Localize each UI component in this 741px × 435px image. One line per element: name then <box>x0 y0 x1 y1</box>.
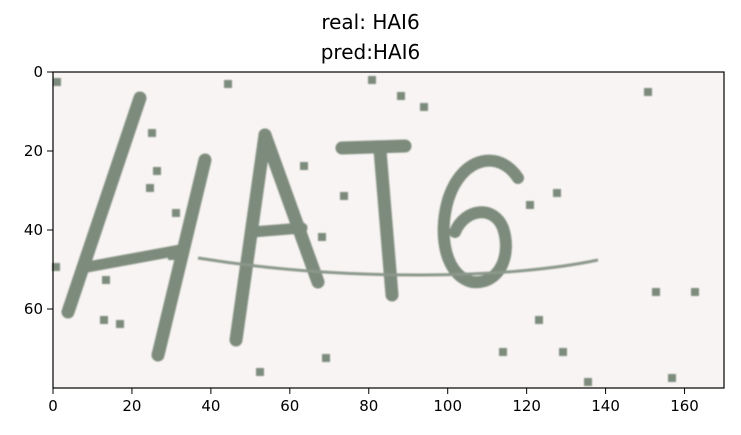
noise-dot <box>368 76 376 84</box>
x-tick-label: 0 <box>48 397 58 415</box>
captcha-noise-dots <box>52 76 699 386</box>
x-tick-label: 60 <box>280 397 299 415</box>
noise-dot <box>168 252 176 260</box>
x-axis: 0 20 40 60 80 100 120 140 160 <box>48 388 699 415</box>
captcha-glyph-H-cross <box>76 244 186 274</box>
y-axis: 0 20 40 60 <box>24 63 53 318</box>
y-tick-label: 0 <box>33 63 43 81</box>
noise-dot <box>644 88 652 96</box>
noise-dot <box>652 288 660 296</box>
noise-dot <box>397 92 405 100</box>
captcha-glyph-I-top <box>335 139 412 155</box>
noise-dot <box>148 129 156 137</box>
captcha-glyph-H-right <box>151 153 212 362</box>
y-tick-label: 60 <box>24 300 43 318</box>
noise-dot <box>102 276 110 284</box>
x-tick-label: 160 <box>670 397 699 415</box>
captcha-glyph-A-right <box>258 128 325 289</box>
noise-dot <box>499 348 507 356</box>
noise-dot <box>318 233 326 241</box>
noise-dot <box>668 374 676 382</box>
captcha-glyph-A-left <box>229 128 272 347</box>
captcha-glyph-6 <box>437 154 524 289</box>
y-tick-label: 20 <box>24 142 43 160</box>
noise-dot <box>526 201 534 209</box>
captcha-glyph-I-stem <box>373 143 399 302</box>
noise-dot <box>100 316 108 324</box>
noise-dot <box>420 103 428 111</box>
noise-dot <box>559 348 567 356</box>
plot-title-real: real: HAI6 <box>321 10 420 34</box>
noise-dot <box>553 189 561 197</box>
noise-dot <box>340 192 348 200</box>
captcha-glyph-A-cross <box>246 222 308 238</box>
noise-dot <box>153 167 161 175</box>
captcha-glyph-H <box>61 91 147 319</box>
noise-dot <box>584 378 592 386</box>
noise-dot <box>691 288 699 296</box>
noise-dot <box>172 209 180 217</box>
noise-dot <box>322 354 330 362</box>
x-tick-label: 140 <box>591 397 620 415</box>
x-tick-label: 100 <box>433 397 462 415</box>
noise-dot <box>116 320 124 328</box>
noise-dot <box>146 184 154 192</box>
x-tick-label: 20 <box>122 397 141 415</box>
noise-dot <box>52 263 60 271</box>
noise-dot <box>224 80 232 88</box>
x-tick-label: 120 <box>512 397 541 415</box>
noise-dot <box>53 78 61 86</box>
x-tick-label: 40 <box>201 397 220 415</box>
x-tick-label: 80 <box>359 397 378 415</box>
noise-dot <box>256 368 264 376</box>
plot-title-pred: pred:HAI6 <box>320 40 421 64</box>
captcha-noise-line <box>197 256 599 277</box>
noise-dot <box>535 316 543 324</box>
captcha-image <box>52 76 699 386</box>
noise-dot <box>300 162 308 170</box>
y-tick-label: 40 <box>24 221 43 239</box>
